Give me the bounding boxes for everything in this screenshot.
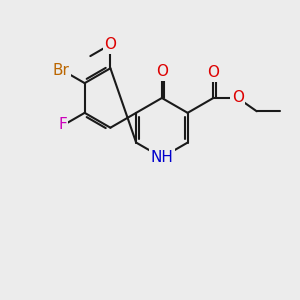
Text: F: F (58, 117, 67, 132)
Text: O: O (156, 64, 168, 79)
Text: Br: Br (53, 63, 70, 78)
Text: NH: NH (151, 150, 173, 165)
Text: O: O (207, 65, 219, 80)
Text: O: O (104, 37, 116, 52)
Text: O: O (232, 91, 244, 106)
